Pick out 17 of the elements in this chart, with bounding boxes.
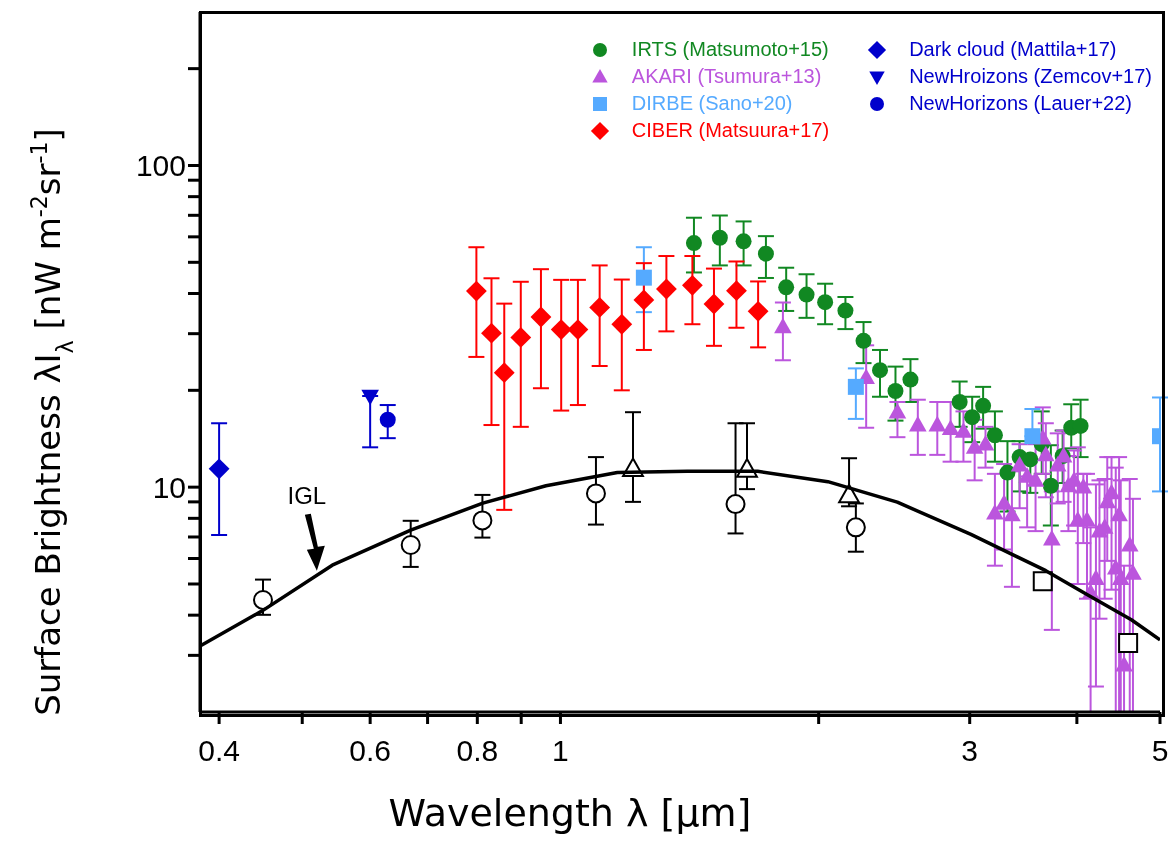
legend-label: NewHorizons (Lauer+22) xyxy=(909,92,1133,115)
x-axis-title: Wavelength λ [μm] xyxy=(388,791,752,835)
x-tick-label: 0.8 xyxy=(456,734,499,768)
x-tick-label: 0.4 xyxy=(198,734,240,768)
x-tick-label: 1 xyxy=(552,734,569,768)
y-tick-label: 100 xyxy=(135,149,186,183)
legend-label: IRTS (Matsumoto+15) xyxy=(631,38,829,61)
legend-label: DIRBE (Sano+20) xyxy=(631,92,793,115)
x-tick-label: 0.6 xyxy=(349,734,392,768)
y-tick-label: 10 xyxy=(152,470,186,504)
legend-label: NewHroizons (Zemcov+17) xyxy=(909,65,1152,88)
legend-label: CIBER (Matsuura+17) xyxy=(631,119,830,142)
legend-label: Dark cloud (Mattila+17) xyxy=(909,38,1117,61)
annotation: IGL xyxy=(287,481,327,509)
x-tick-label: 3 xyxy=(961,734,979,768)
legend-label: AKARI (Tsumura+13) xyxy=(631,65,822,88)
x-tick-label: 5 xyxy=(1151,734,1169,768)
